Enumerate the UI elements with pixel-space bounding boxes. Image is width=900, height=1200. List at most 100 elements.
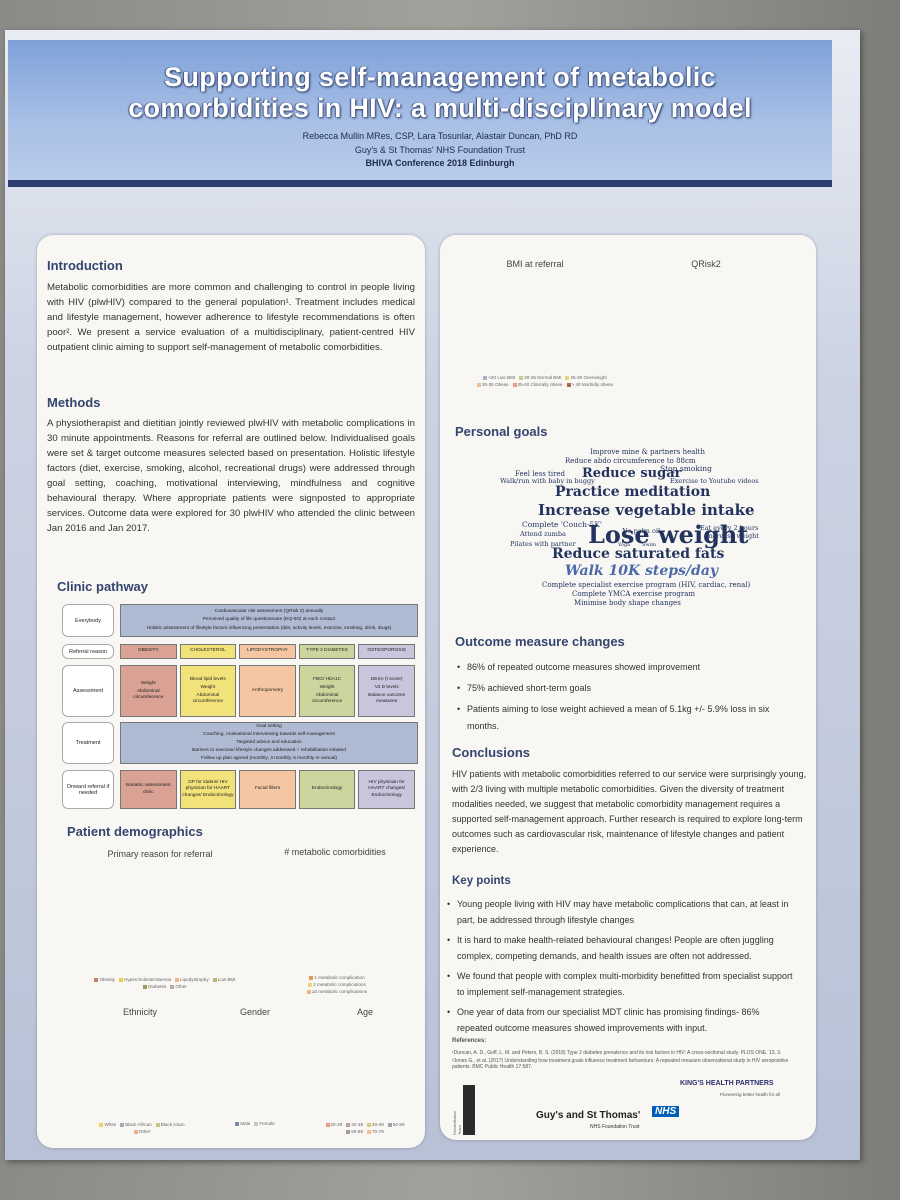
pathway-cell: LIPODYSTROPHY — [239, 644, 296, 659]
word: Attend zumba — [520, 530, 566, 538]
legend-item: Diabetes — [143, 983, 166, 990]
cell-text: Follow up plan agreed (monthly, 3 monthl… — [200, 756, 338, 762]
legend-label: 20-25 Normal BMI — [524, 375, 562, 380]
cell-text: Endocrinology — [311, 786, 343, 792]
legend-label: Black African — [125, 1122, 152, 1127]
pathway-cell: Endocrinology — [298, 770, 356, 809]
legend-swatch — [143, 984, 148, 989]
pathway-cell: Goal setting Coaching, motivational inter… — [120, 722, 418, 764]
word: Reduce abdo circumference to 88cm — [565, 457, 696, 465]
legend-swatch — [119, 977, 124, 982]
legend-label: Diabetes — [148, 984, 167, 989]
legend-swatch — [308, 982, 313, 987]
pathway-cell: TYPE 2 DIABETES — [298, 644, 356, 659]
bullet-item: We found that people with complex multi-… — [445, 968, 795, 1000]
bullet-item: Young people living with HIV may have me… — [445, 896, 795, 928]
legend-swatch — [519, 375, 524, 380]
word: Swim — [642, 542, 657, 548]
cell-text: Targeted advice and education — [236, 739, 302, 745]
cell-text: Goal setting — [256, 723, 282, 729]
cell-text: CHOLESTEROL — [190, 648, 226, 654]
cell-text: Cardiovascular risk assessment (QRisk 2)… — [214, 609, 324, 615]
word: Increase weight — [706, 532, 759, 540]
legend-swatch — [346, 1122, 351, 1127]
reference: ²Jones G., et al. (2017) Understanding h… — [452, 1057, 789, 1071]
word: Eat every 2 hours — [700, 524, 759, 532]
references-heading: References: — [452, 1038, 487, 1044]
row-label: Treatment — [62, 722, 114, 764]
cell-text: Weight — [140, 680, 156, 686]
legend-label: Other — [175, 984, 187, 989]
legend-label: 50-59 — [392, 1122, 405, 1127]
legend-item: <20 Low BMI — [483, 374, 515, 381]
word-cloud: Improve mine & partners health Reduce abd… — [470, 448, 800, 618]
legend-swatch — [133, 1129, 138, 1134]
row-label: Assessment — [62, 665, 114, 717]
legend-item: 40-49 — [367, 1121, 384, 1128]
legend-swatch — [212, 977, 217, 982]
cell-text: Abdominal circumference — [192, 693, 223, 705]
chart-title: Primary reason for referral — [107, 849, 213, 859]
word: Improve mine & partners health — [590, 448, 705, 456]
word: Minimise body shape changes — [574, 599, 681, 607]
section-heading: Clinic pathway — [57, 579, 149, 594]
legend-label: 2 metabolic complications — [313, 982, 366, 987]
legend-label: Female — [259, 1121, 275, 1126]
legend-swatch — [254, 1121, 259, 1126]
title-line: comorbidities in HIV: a multi-disciplina… — [128, 93, 752, 123]
cell-text: Anthropometry — [251, 687, 284, 693]
legend-item: 1 metabolic complication — [309, 974, 365, 981]
bullet-list: 86% of repeated outcome measures showed … — [455, 659, 775, 739]
legend-swatch — [94, 977, 99, 982]
legend-item: Low BMI — [212, 976, 236, 983]
legend-item: Other — [133, 1128, 150, 1135]
legend: 20-29 30-39 40-49 50-59 60-69 70-79 — [320, 1121, 410, 1135]
bullet-item: Patients aiming to lose weight achieved … — [455, 701, 775, 735]
pathway-cell: CHOLESTEROL — [179, 644, 237, 659]
legend-item: Other — [170, 983, 187, 990]
cell-text: Blood lipid levels — [190, 676, 226, 682]
cell-text: Abdominal circumference — [312, 693, 343, 705]
legend-label: Obesity — [99, 977, 116, 982]
legend-item: 2 metabolic complications — [308, 981, 366, 988]
legend-swatch — [120, 1122, 125, 1127]
legend-swatch — [367, 1129, 371, 1134]
references: ¹Duncan, A. D., Goff, L. M. and Peters, … — [452, 1050, 792, 1072]
legend-swatch — [367, 1122, 371, 1127]
legend-label: Black Asian — [160, 1122, 185, 1127]
legend-label: Lipodystrophy — [180, 977, 209, 982]
legend-label: 70-79 — [372, 1129, 384, 1134]
pathway-cell: OSTEOPOROSIS — [358, 644, 415, 659]
header-band — [8, 40, 832, 180]
cell-text: Weight — [319, 684, 335, 690]
legend-item: ≥3 metabolic complications — [306, 988, 368, 995]
pathway-cell: Bariatric assessment clinic — [120, 770, 177, 809]
legend-label: <20 Low BMI — [488, 375, 516, 380]
section-heading: Key points — [452, 875, 511, 887]
legend-item: Female — [254, 1120, 275, 1127]
legend-swatch — [235, 1121, 240, 1126]
section-heading: Conclusions — [452, 745, 531, 760]
legend-label: Low BMI — [217, 977, 236, 982]
cell-text: DEXA (t score) — [370, 676, 403, 682]
trust-name: Guy's and St Thomas' — [536, 1110, 641, 1121]
legend-label: 30-39 — [351, 1122, 363, 1127]
cell-text: HIV physician for HAART changes/ Endocri… — [368, 780, 406, 798]
pathway-cell: HIV physician for HAART changes/ Endocri… — [358, 770, 415, 809]
legend-item: Obesity — [94, 976, 115, 983]
legend-label: ≥3 metabolic complications — [311, 989, 368, 994]
word: Complete YMCA exercise program — [572, 590, 696, 598]
bullet-list: Young people living with HIV may have me… — [445, 896, 795, 1040]
legend-label: 60-69 — [351, 1129, 363, 1134]
cell-text: Balance outcome measures — [368, 693, 406, 705]
section-heading: Personal goals — [455, 424, 548, 439]
legend-swatch — [325, 1122, 330, 1127]
legend-swatch — [476, 382, 481, 387]
bullet-item: One year of data from our specialist MDT… — [445, 1004, 795, 1036]
legend-swatch — [175, 977, 180, 982]
legend-item: Black African — [120, 1121, 152, 1128]
cell-text: Barriers to exercise/ lifestyle changes … — [192, 748, 346, 754]
title-line: Supporting self-management of metabolic — [164, 62, 716, 92]
legend: <20 Low BMI 20-25 Normal BMI 25-30 Overwei… — [465, 374, 625, 388]
legend-swatch — [170, 984, 175, 989]
